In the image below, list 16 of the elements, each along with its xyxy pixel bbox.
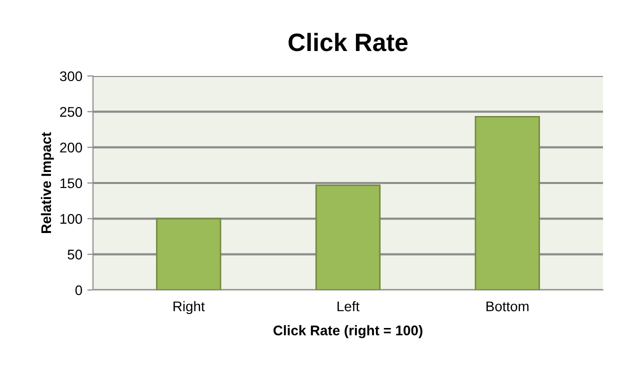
chart-title: Click Rate — [288, 32, 408, 52]
x-axis-title: Click Rate (right = 100) — [274, 325, 422, 338]
y-tick-label: 100 — [60, 214, 82, 224]
x-tick-label: Right — [174, 301, 205, 314]
y-axis-title: Relative Impact — [40, 132, 54, 234]
y-tick-label: 0 — [75, 285, 82, 296]
y-tick-label: 150 — [60, 178, 82, 188]
bar — [315, 184, 381, 290]
y-tick-label: 300 — [60, 71, 82, 82]
bar — [474, 116, 540, 290]
x-tick-label: Left — [338, 301, 360, 312]
bar — [156, 218, 222, 290]
y-tick-label: 50 — [68, 250, 82, 260]
y-tick-label: 250 — [60, 107, 82, 117]
x-tick-label: Bottom — [486, 302, 528, 312]
y-tick-label: 200 — [60, 142, 82, 153]
